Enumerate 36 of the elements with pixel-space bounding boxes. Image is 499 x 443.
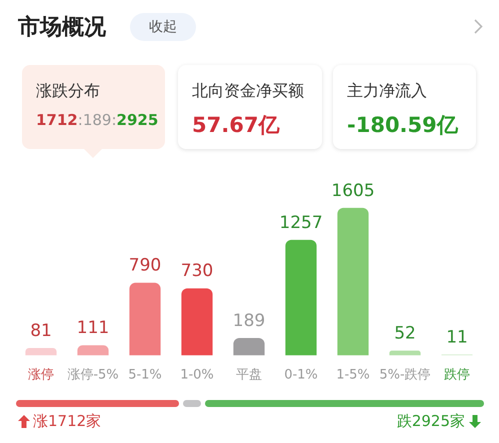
x-tick-label: 平盘 (236, 368, 262, 383)
text: 涨1712家 (33, 412, 102, 431)
text: 北向资金净买额 (192, 81, 304, 102)
text: 收起 (130, 13, 196, 41)
data-label: 1605 (331, 180, 375, 201)
x-tick-label: 5%-跌停 (379, 368, 431, 383)
x-tick-label: 1-0% (180, 368, 214, 383)
data-label: 1257 (279, 212, 323, 233)
data-label: 81 (30, 320, 52, 341)
x-tick-label: 5-1% (128, 368, 162, 383)
bar (389, 350, 421, 356)
text: 57.67亿 (192, 112, 280, 139)
x-tick-label: 跌停 (444, 368, 470, 383)
text: 跌2925家 (396, 412, 465, 431)
x-tick-label: 涨停-5% (67, 368, 119, 383)
data-label: 730 (180, 261, 214, 282)
bar (233, 338, 265, 356)
bar (285, 240, 317, 356)
bar (25, 348, 57, 356)
bar (181, 288, 213, 356)
data-label: 111 (76, 318, 110, 338)
bar (129, 282, 161, 356)
text: 主力净流入 (347, 81, 427, 102)
text: -180.59亿 (347, 112, 458, 139)
text: 涨跌分布 (36, 81, 100, 102)
bar (337, 208, 369, 356)
text: 1712:189:2925 (36, 111, 158, 129)
data-label: 52 (394, 324, 416, 344)
x-tick-label: 1-5% (336, 368, 370, 383)
chart-title: 市场概况 (18, 14, 106, 42)
x-tick-label: 0-1% (284, 368, 318, 383)
data-label: 790 (128, 256, 162, 276)
data-label: 189 (232, 310, 266, 331)
data-label: 11 (446, 327, 468, 348)
x-tick-label: 涨停 (28, 368, 54, 383)
bar (77, 345, 109, 356)
